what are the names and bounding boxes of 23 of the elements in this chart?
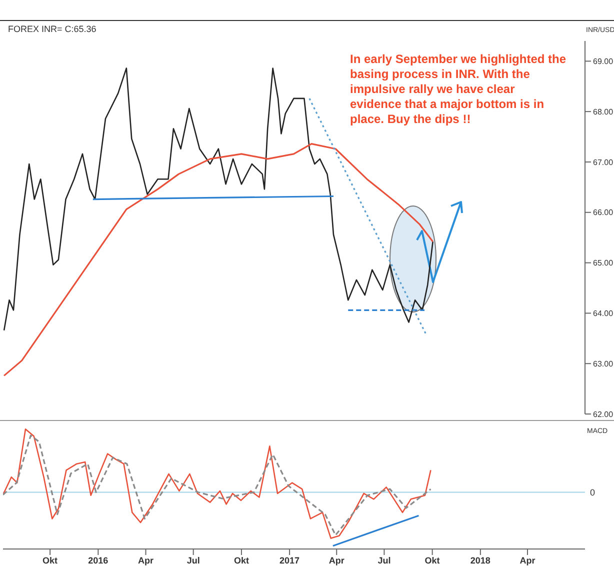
y-tick-label: 68.00	[593, 107, 614, 116]
line-series	[3, 143, 434, 376]
chart-subtitle: FOREX INR= C:65.36	[8, 24, 96, 34]
y-tick-label: 64.00	[593, 309, 614, 318]
x-tick-label: Apr	[328, 555, 345, 566]
x-tick-label: 2017	[280, 555, 300, 566]
x-tick-label: Jul	[378, 555, 391, 566]
x-tick-label: Apr	[520, 555, 536, 566]
y-tick-label: 66.00	[593, 208, 614, 218]
annotation: In early September we highlighted the basing process in INR. With the impulsive rally we have clear evidence that a major bottom is in place. Buy the dips !!	[350, 52, 568, 127]
x-tick-label: 2016	[88, 555, 108, 566]
ref-line-label: 0	[590, 487, 596, 498]
x-tick-label: Apr	[138, 555, 154, 566]
x-tick-label: 2018	[470, 555, 490, 566]
y-tick-label: 67.00	[593, 158, 614, 167]
y-tick-label: 63.00	[593, 359, 614, 368]
x-tick-label: Okt	[42, 555, 58, 566]
y-tick-label: 69.00	[593, 57, 614, 66]
y-tick-label: 65.00	[593, 258, 614, 268]
x-tick-label: Okt	[234, 555, 249, 566]
x-tick-label: Okt	[424, 555, 440, 566]
x-tick-label: Jul	[186, 555, 200, 566]
y-tick-label: 62.00	[593, 410, 614, 419]
